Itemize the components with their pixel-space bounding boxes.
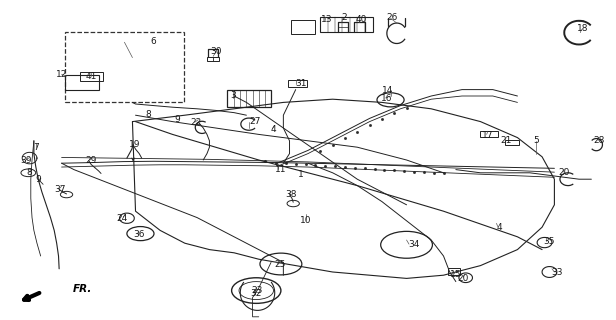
Text: 26: 26 <box>386 13 397 22</box>
Text: 4: 4 <box>270 125 277 134</box>
Text: 20: 20 <box>559 168 570 177</box>
Text: 36: 36 <box>134 230 145 239</box>
Text: 39: 39 <box>20 156 31 165</box>
Text: 16: 16 <box>381 94 392 103</box>
Text: 22: 22 <box>190 118 201 127</box>
Text: 8: 8 <box>26 168 33 177</box>
Bar <box>320 17 373 32</box>
Bar <box>207 57 219 61</box>
Text: 41: 41 <box>86 72 97 81</box>
Text: 2: 2 <box>341 13 347 22</box>
Bar <box>291 20 315 34</box>
Text: 27: 27 <box>249 117 261 126</box>
Text: 25: 25 <box>274 260 285 269</box>
Text: 19: 19 <box>129 140 140 149</box>
Text: 37: 37 <box>55 185 66 194</box>
Text: 35: 35 <box>544 237 555 246</box>
Text: 4: 4 <box>496 223 502 232</box>
Text: 18: 18 <box>577 24 588 33</box>
Text: 17: 17 <box>482 131 493 140</box>
Text: 9: 9 <box>35 175 41 184</box>
Text: 32: 32 <box>251 289 262 298</box>
Text: 31: 31 <box>295 79 306 88</box>
Text: 33: 33 <box>551 268 562 277</box>
Text: 30: 30 <box>210 47 221 56</box>
Text: 29: 29 <box>86 156 97 165</box>
Bar <box>448 268 460 275</box>
Text: 13: 13 <box>321 15 332 24</box>
Text: 6: 6 <box>150 37 156 46</box>
Text: 21: 21 <box>501 136 512 145</box>
Text: 23: 23 <box>252 286 263 295</box>
Text: 28: 28 <box>593 136 604 145</box>
Bar <box>65 75 99 90</box>
Text: 34: 34 <box>408 240 419 249</box>
Text: 24: 24 <box>116 214 128 223</box>
Text: 7: 7 <box>33 143 39 152</box>
Bar <box>505 140 519 145</box>
Bar <box>227 90 271 107</box>
Text: 14: 14 <box>383 86 394 95</box>
Text: 1: 1 <box>298 170 304 179</box>
Bar <box>80 72 103 81</box>
Text: 20: 20 <box>458 274 469 283</box>
Text: 40: 40 <box>355 15 367 24</box>
Bar <box>288 80 307 87</box>
Text: FR.: FR. <box>73 284 92 294</box>
Bar <box>65 32 184 102</box>
Text: 10: 10 <box>300 216 311 225</box>
Text: 15: 15 <box>450 270 461 279</box>
Text: 5: 5 <box>533 136 539 145</box>
Text: 3: 3 <box>230 92 236 100</box>
Text: 8: 8 <box>145 110 151 119</box>
Text: 11: 11 <box>275 165 286 174</box>
Text: 38: 38 <box>285 190 296 199</box>
Text: 9: 9 <box>174 116 180 124</box>
Bar <box>480 131 498 137</box>
Text: 12: 12 <box>56 70 67 79</box>
